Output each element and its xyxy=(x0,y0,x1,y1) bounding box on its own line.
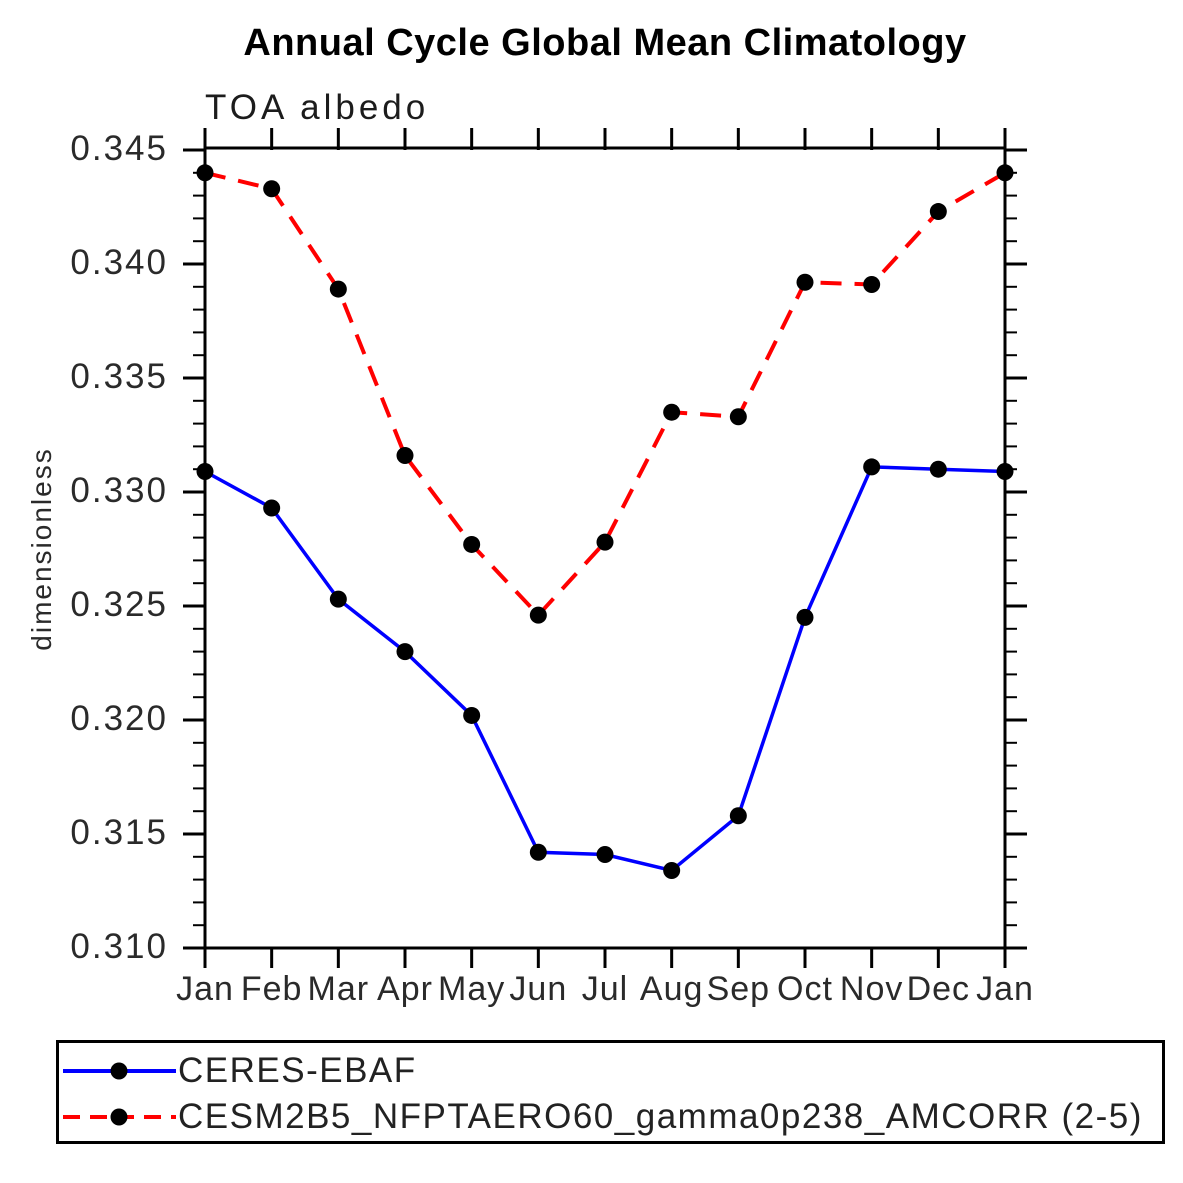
legend: CERES-EBAF CESM2B5_NFPTAERO60_gamma0p238… xyxy=(56,1040,1165,1144)
data-point-marker xyxy=(596,846,614,864)
data-point-marker xyxy=(663,403,681,421)
data-point-marker xyxy=(329,590,347,608)
x-tick-label: Feb xyxy=(240,970,303,1008)
x-tick-label: Jan xyxy=(176,970,234,1008)
legend-entry-cesm2b5: CESM2B5_NFPTAERO60_gamma0p238_AMCORR (2-… xyxy=(63,1097,1143,1136)
data-point-marker xyxy=(996,462,1014,480)
x-tick-label: Mar xyxy=(307,970,370,1008)
y-tick-label: 0.335 xyxy=(70,357,168,396)
chart-title: Annual Cycle Global Mean Climatology xyxy=(243,22,967,64)
data-point-marker xyxy=(596,533,614,551)
data-point-marker xyxy=(529,843,547,861)
legend-label: CERES-EBAF xyxy=(178,1051,417,1090)
x-tick-label: Oct xyxy=(777,970,833,1008)
data-point-marker xyxy=(329,280,347,298)
y-tick-label: 0.310 xyxy=(70,927,168,966)
y-tick-label: 0.320 xyxy=(70,699,168,738)
x-tick-label: Nov xyxy=(839,970,904,1008)
x-tick-label: Jun xyxy=(509,970,568,1008)
data-point-marker xyxy=(463,706,481,724)
data-point-marker xyxy=(863,458,881,476)
x-tick-label: Jan xyxy=(976,970,1034,1008)
legend-label: CESM2B5_NFPTAERO60_gamma0p238_AMCORR (2-… xyxy=(178,1097,1143,1136)
data-point-marker xyxy=(729,408,747,426)
series-line-0 xyxy=(204,465,1006,873)
data-point-marker xyxy=(863,276,881,294)
data-point-marker xyxy=(263,180,281,198)
data-point-marker xyxy=(996,164,1014,182)
data-point-marker xyxy=(263,499,281,517)
data-point-marker xyxy=(396,643,414,661)
data-point-marker xyxy=(196,462,214,480)
y-tick-label: 0.340 xyxy=(70,243,168,282)
x-tick-label: Apr xyxy=(377,970,433,1008)
data-point-marker xyxy=(929,203,947,221)
y-tick-label: 0.345 xyxy=(70,129,168,168)
x-tick-label: Aug xyxy=(639,970,704,1008)
x-tick-label: Jul xyxy=(581,970,629,1008)
data-point-marker xyxy=(729,807,747,825)
y-tick-label: 0.315 xyxy=(70,813,168,852)
data-point-marker xyxy=(929,460,947,478)
data-point-marker xyxy=(396,447,414,465)
chart-subtitle: TOA albedo xyxy=(205,88,430,127)
x-tick-label: Dec xyxy=(906,970,971,1008)
legend-swatch-red-dashed-line-icon xyxy=(63,1106,178,1128)
data-point-marker xyxy=(196,164,214,182)
legend-entry-ceres: CERES-EBAF xyxy=(63,1051,417,1090)
y-tick-label: 0.330 xyxy=(70,471,168,510)
data-point-marker xyxy=(796,273,814,291)
legend-swatch-blue-line-icon xyxy=(63,1060,178,1082)
y-tick-label: 0.325 xyxy=(70,585,168,624)
data-point-marker xyxy=(463,535,481,553)
x-tick-label: Sep xyxy=(706,970,771,1008)
data-point-marker xyxy=(796,608,814,626)
data-point-marker xyxy=(529,606,547,624)
x-tick-label: May xyxy=(438,970,506,1008)
data-point-marker xyxy=(663,861,681,879)
